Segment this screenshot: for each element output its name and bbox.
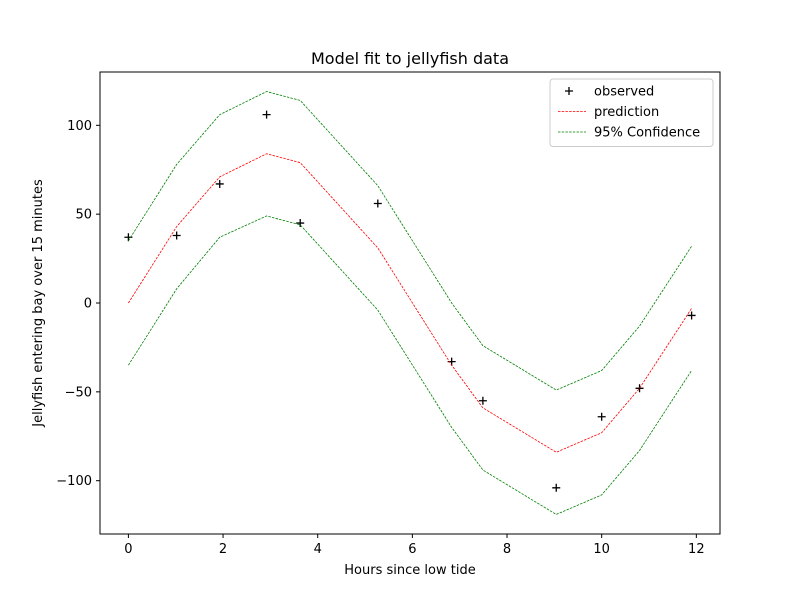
data-point (687, 311, 696, 320)
x-tick-label: 12 (688, 542, 705, 557)
series-line-1 (128, 153, 692, 453)
x-tick-label: 6 (408, 542, 416, 557)
legend: observed prediction 95% Confidence (549, 78, 714, 147)
data-point (597, 412, 606, 421)
legend-box (549, 78, 714, 147)
legend-label: observed (594, 85, 654, 100)
series-line-3 (128, 215, 692, 515)
y-tick-label: −50 (65, 385, 92, 400)
data-point (478, 396, 487, 405)
y-axis-label: Jellyfish entering bay over 15 minutes (31, 179, 46, 428)
y-tick-label: 100 (67, 119, 92, 134)
data-point (262, 110, 271, 119)
data-point (635, 384, 644, 393)
y-tick-label: −100 (56, 474, 92, 489)
chart-title: Model fit to jellyfish data (311, 49, 509, 68)
legend-label: prediction (594, 105, 659, 120)
data-point (172, 231, 181, 240)
x-tick-label: 2 (219, 542, 227, 557)
legend-label: 95% Confidence (594, 126, 700, 141)
data-point (373, 199, 382, 208)
plot-area (124, 91, 696, 515)
legend-swatch (565, 87, 573, 95)
y-tick-label: 0 (84, 297, 92, 312)
data-point (296, 219, 305, 228)
data-point (552, 483, 561, 492)
series-line-2 (128, 91, 692, 391)
x-axis-label: Hours since low tide (344, 563, 475, 578)
data-point (215, 179, 224, 188)
x-tick-label: 8 (503, 542, 511, 557)
x-tick-label: 0 (124, 542, 132, 557)
axes: 0 2 4 6 8 10 12 −100 −50 0 50 100 (56, 119, 704, 557)
x-tick-label: 10 (593, 542, 610, 557)
x-tick-label: 4 (314, 542, 322, 557)
y-tick-label: 50 (75, 208, 92, 223)
